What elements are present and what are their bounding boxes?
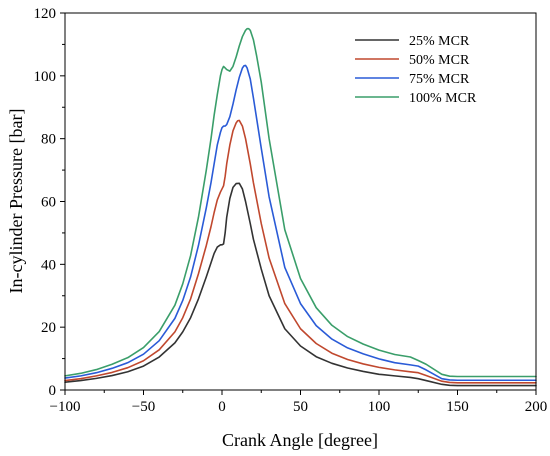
legend: 25% MCR 50% MCR 75% MCR 100% MCR [355, 34, 477, 106]
y-tick-label: 0 [49, 383, 57, 399]
y-tick-label: 100 [34, 69, 57, 85]
legend-label-3: 100% MCR [409, 91, 477, 106]
x-tick-label: 200 [525, 399, 548, 415]
legend-label-0: 25% MCR [409, 34, 470, 49]
x-tick-label: −100 [50, 399, 81, 415]
ticks-layer: −100 −50 0 50 100 150 200 0 20 40 60 80 100 120 [34, 6, 548, 415]
y-tick-label: 60 [41, 195, 56, 211]
series-line-1 [64, 119, 537, 384]
series-layer [64, 27, 537, 387]
y-axis-title: In-cylinder Pressure [bar] [6, 109, 26, 294]
legend-label-1: 50% MCR [409, 53, 470, 68]
series-line-0 [64, 182, 537, 387]
plot-frame [64, 12, 537, 391]
series-line-2 [64, 64, 537, 382]
x-axis-title: Crank Angle [degree] [222, 430, 378, 450]
legend-label-2: 75% MCR [409, 72, 470, 87]
y-tick-label: 80 [41, 132, 56, 148]
x-tick-label: 100 [368, 399, 391, 415]
x-tick-label: 50 [293, 399, 308, 415]
x-tick-label: 0 [218, 399, 226, 415]
x-tick-label: 150 [446, 399, 469, 415]
series-line-3 [64, 27, 537, 378]
y-tick-label: 120 [34, 6, 57, 22]
y-tick-label: 40 [41, 257, 56, 273]
x-tick-label: −50 [132, 399, 155, 415]
y-tick-label: 20 [41, 320, 56, 336]
